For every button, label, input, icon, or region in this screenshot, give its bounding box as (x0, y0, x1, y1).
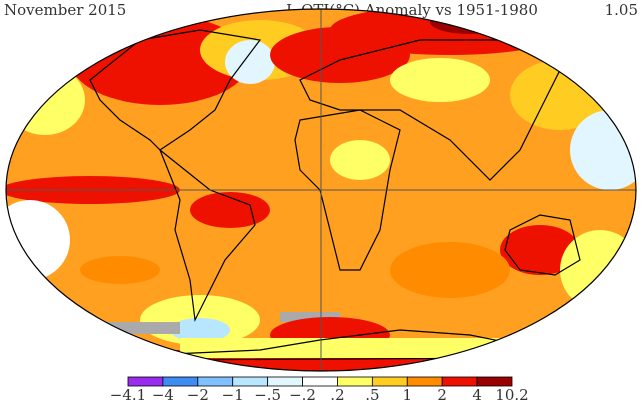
legend-label: −2 (187, 386, 209, 403)
legend-swatch (441, 376, 478, 387)
legend-swatch (267, 376, 303, 387)
legend-swatch (162, 376, 199, 387)
legend-swatch (337, 376, 373, 387)
legend-label: 10.2 (495, 386, 528, 403)
legend-swatch (406, 376, 443, 387)
legend-swatch (476, 376, 513, 387)
legend-swatch (127, 376, 164, 387)
legend-label: .2 (330, 386, 344, 403)
legend-label: −1 (222, 386, 244, 403)
legend-swatch (371, 376, 408, 387)
legend-label: −4 (152, 386, 174, 403)
legend-swatch (232, 376, 269, 387)
legend-swatch (302, 376, 338, 387)
legend-label: 2 (437, 386, 447, 403)
global-mean: 1.05 (605, 1, 638, 19)
legend-label: 4 (472, 386, 482, 403)
legend-swatch (197, 376, 234, 387)
legend-label: −.5 (254, 386, 281, 403)
legend-label: −.2 (289, 386, 316, 403)
legend-label: .5 (365, 386, 379, 403)
map-title: November 2015 (4, 1, 126, 19)
legend: −4.1 −4 −2 −1 −.5 −.2 .2 .5 1 2 4 10.2 (110, 376, 529, 403)
legend-label: 1 (402, 386, 412, 403)
legend-label: −4.1 (110, 386, 146, 403)
